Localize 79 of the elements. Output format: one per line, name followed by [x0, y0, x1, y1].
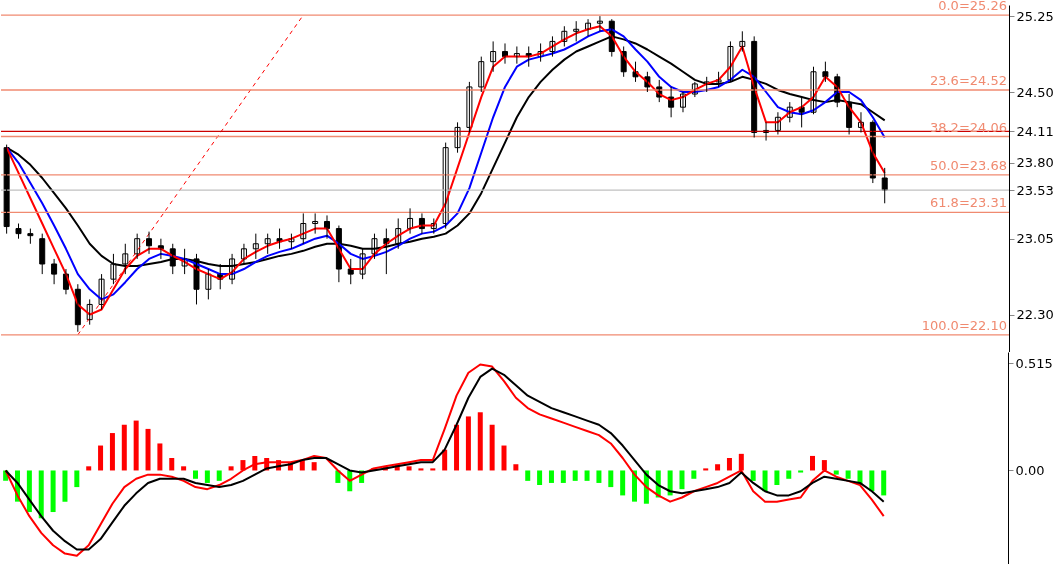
bar — [418, 468, 424, 471]
bar — [477, 412, 483, 471]
bar — [572, 470, 578, 481]
ref-line-label: 50.0=23.68 — [929, 157, 1007, 173]
bar — [157, 443, 163, 471]
bar — [667, 470, 673, 496]
bar — [74, 470, 80, 488]
y-tick-label: 0.00 — [1015, 462, 1045, 478]
bar — [50, 470, 56, 513]
y-tick-label: 0.515 — [1015, 355, 1053, 371]
bar — [454, 424, 460, 471]
bar — [774, 470, 780, 486]
bar — [228, 466, 234, 471]
bar — [691, 470, 697, 479]
bar — [240, 460, 246, 471]
bar — [489, 424, 495, 471]
ref-line-label: 0.0=25.26 — [938, 0, 1007, 14]
bar — [442, 449, 448, 471]
bar — [406, 466, 412, 471]
y-tick-label: 23.80 — [1016, 155, 1054, 171]
bar — [738, 453, 744, 471]
y-tick-label: 24.50 — [1016, 84, 1054, 100]
bar — [560, 470, 566, 483]
ref-line-label: 100.0=22.10 — [921, 317, 1007, 333]
bar — [204, 470, 210, 483]
candlestick — [454, 121, 461, 154]
bar — [169, 458, 175, 471]
bar — [703, 468, 709, 471]
candlestick — [27, 228, 34, 245]
bar — [548, 470, 554, 483]
bar — [715, 464, 721, 471]
bar — [845, 470, 851, 479]
bar — [821, 460, 827, 471]
ref-line-label: 61.8=23.31 — [929, 195, 1007, 211]
y-tick-label: 25.25 — [1016, 8, 1054, 24]
bar — [335, 470, 341, 483]
bar — [620, 470, 626, 496]
candlestick — [466, 81, 473, 133]
bar — [513, 464, 519, 471]
bar — [86, 466, 92, 471]
y-tick-label: 22.30 — [1016, 307, 1054, 323]
bar — [750, 470, 756, 481]
y-tick-label: 23.05 — [1016, 231, 1054, 247]
bar — [584, 470, 590, 481]
bar — [465, 416, 471, 471]
bar — [726, 458, 732, 471]
bar — [501, 445, 507, 471]
bar — [762, 470, 768, 492]
bar — [786, 470, 792, 479]
bar — [596, 470, 602, 483]
bar — [145, 428, 151, 471]
bar — [537, 470, 543, 486]
bar — [192, 470, 198, 479]
bar — [608, 470, 614, 488]
bar — [109, 433, 115, 471]
candlestick — [205, 268, 212, 300]
bar — [311, 462, 317, 471]
candlestick — [822, 61, 829, 83]
bar — [881, 470, 887, 496]
ref-line-label: 23.6=24.52 — [929, 72, 1007, 88]
bar — [121, 424, 127, 471]
y-tick-label: 23.53 — [1016, 182, 1054, 198]
bar — [810, 455, 816, 471]
bar — [525, 470, 531, 481]
bar — [133, 420, 139, 471]
bar — [26, 470, 32, 513]
y-tick-label: 24.11 — [1016, 123, 1054, 139]
bar — [798, 470, 804, 473]
bar — [679, 470, 685, 490]
candlestick — [15, 223, 22, 240]
bar — [62, 470, 68, 502]
bar — [430, 468, 436, 471]
bar — [833, 470, 839, 475]
bar — [869, 470, 875, 492]
bar — [181, 466, 187, 471]
bar — [38, 470, 44, 519]
bar — [216, 470, 222, 481]
ref-line-label: 38.2=24.06 — [929, 119, 1007, 135]
bar — [98, 445, 104, 471]
